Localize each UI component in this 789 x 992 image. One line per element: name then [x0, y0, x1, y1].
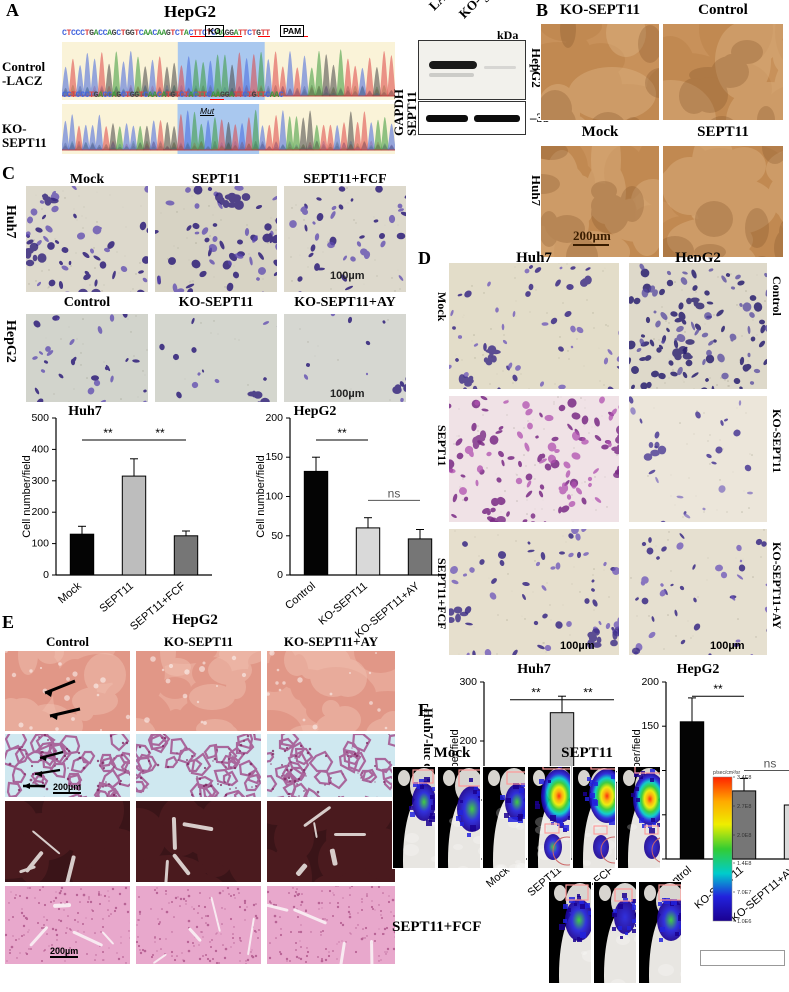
svg-text:400: 400 [31, 443, 49, 455]
svg-text:Cell number/field: Cell number/field [255, 455, 267, 538]
svg-text:ns: ns [388, 486, 401, 500]
svg-text:**: ** [583, 686, 593, 700]
svg-text:1.4E8: 1.4E8 [737, 861, 751, 867]
svg-text:200: 200 [265, 412, 283, 424]
svg-text:0: 0 [43, 569, 49, 581]
svg-text:50: 50 [271, 530, 283, 542]
svg-text:**: ** [155, 426, 165, 440]
svg-text:100: 100 [31, 538, 49, 550]
svg-text:Mock: Mock [56, 580, 84, 606]
svg-text:Cell number/field: Cell number/field [21, 455, 33, 538]
svg-text:Control: Control [283, 580, 318, 612]
svg-text:**: ** [337, 426, 347, 440]
svg-text:0: 0 [277, 569, 283, 581]
svg-text:ns: ns [764, 757, 777, 771]
svg-text:2.7E8: 2.7E8 [737, 804, 751, 810]
svg-text:150: 150 [265, 451, 283, 463]
svg-text:KO-SEPT11: KO-SEPT11 [316, 580, 369, 628]
svg-text:200: 200 [31, 506, 49, 518]
svg-text:150: 150 [641, 720, 659, 732]
svg-text:**: ** [531, 686, 541, 700]
svg-text:1.0E6: 1.0E6 [737, 919, 751, 925]
svg-text:500: 500 [31, 412, 49, 424]
svg-text:100: 100 [265, 491, 283, 503]
svg-text:200: 200 [641, 676, 659, 688]
svg-text:SEPT11: SEPT11 [97, 580, 135, 615]
svg-text:7.0E7: 7.0E7 [737, 890, 751, 896]
svg-text:300: 300 [31, 475, 49, 487]
svg-text:p/sec/cm²/sr: p/sec/cm²/sr [713, 770, 741, 776]
svg-text:2.0E8: 2.0E8 [737, 833, 751, 839]
svg-text:300: 300 [459, 676, 477, 688]
svg-text:**: ** [713, 682, 723, 696]
svg-text:**: ** [103, 426, 113, 440]
